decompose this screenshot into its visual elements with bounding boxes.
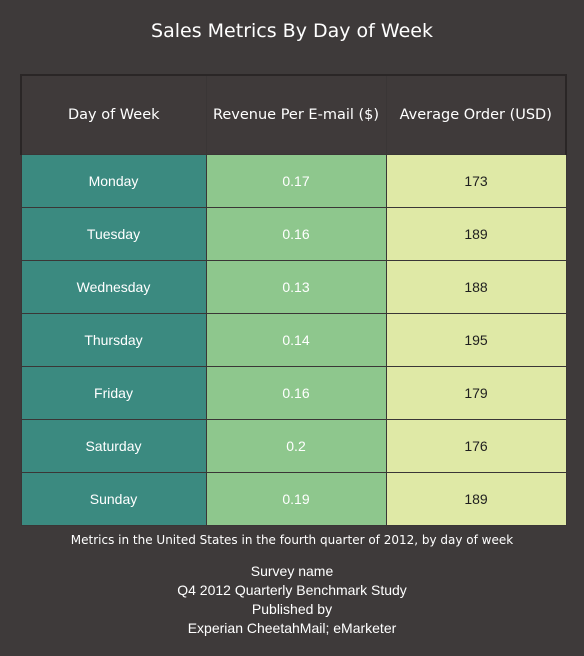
source-block: Survey name Q4 2012 Quarterly Benchmark … — [0, 562, 584, 638]
source-line: Published by — [251, 601, 333, 617]
table-row: Monday 0.17 173 — [20, 154, 567, 208]
chart-subtitle: Metrics in the United States in the four… — [70, 533, 514, 547]
source-line: Survey name — [250, 563, 334, 579]
revenue-cell: 0.16 — [205, 207, 387, 261]
day-cell: Tuesday — [20, 207, 207, 261]
revenue-cell: 0.14 — [205, 313, 387, 367]
column-header-average-order: Average Order (USD) — [385, 74, 567, 155]
table-row: Wednesday 0.13 188 — [20, 260, 567, 314]
source-line: Experian CheetahMail; eMarketer — [187, 620, 397, 636]
day-cell: Thursday — [20, 313, 207, 367]
revenue-cell: 0.16 — [205, 366, 387, 420]
table-row: Friday 0.16 179 — [20, 366, 567, 420]
day-cell: Monday — [20, 154, 207, 208]
average-order-cell: 195 — [385, 313, 567, 367]
day-cell: Sunday — [20, 472, 207, 526]
column-header-day: Day of Week — [20, 74, 207, 155]
day-cell: Saturday — [20, 419, 207, 473]
revenue-cell: 0.17 — [205, 154, 387, 208]
average-order-cell: 176 — [385, 419, 567, 473]
table-row: Tuesday 0.16 189 — [20, 207, 567, 261]
average-order-cell: 173 — [385, 154, 567, 208]
table-header-row: Day of Week Revenue Per E-mail ($) Avera… — [20, 74, 567, 155]
day-cell: Friday — [20, 366, 207, 420]
average-order-cell: 189 — [385, 472, 567, 526]
source-line: Q4 2012 Quarterly Benchmark Study — [177, 582, 407, 598]
chart-title: Sales Metrics By Day of Week — [151, 20, 433, 42]
table-row: Sunday 0.19 189 — [20, 472, 567, 526]
table-row: Saturday 0.2 176 — [20, 419, 567, 473]
metrics-table: Day of Week Revenue Per E-mail ($) Avera… — [20, 74, 567, 526]
revenue-cell: 0.2 — [205, 419, 387, 473]
day-cell: Wednesday — [20, 260, 207, 314]
revenue-cell: 0.13 — [205, 260, 387, 314]
average-order-cell: 188 — [385, 260, 567, 314]
table-row: Thursday 0.14 195 — [20, 313, 567, 367]
column-header-revenue: Revenue Per E-mail ($) — [205, 74, 387, 155]
average-order-cell: 179 — [385, 366, 567, 420]
average-order-cell: 189 — [385, 207, 567, 261]
revenue-cell: 0.19 — [205, 472, 387, 526]
